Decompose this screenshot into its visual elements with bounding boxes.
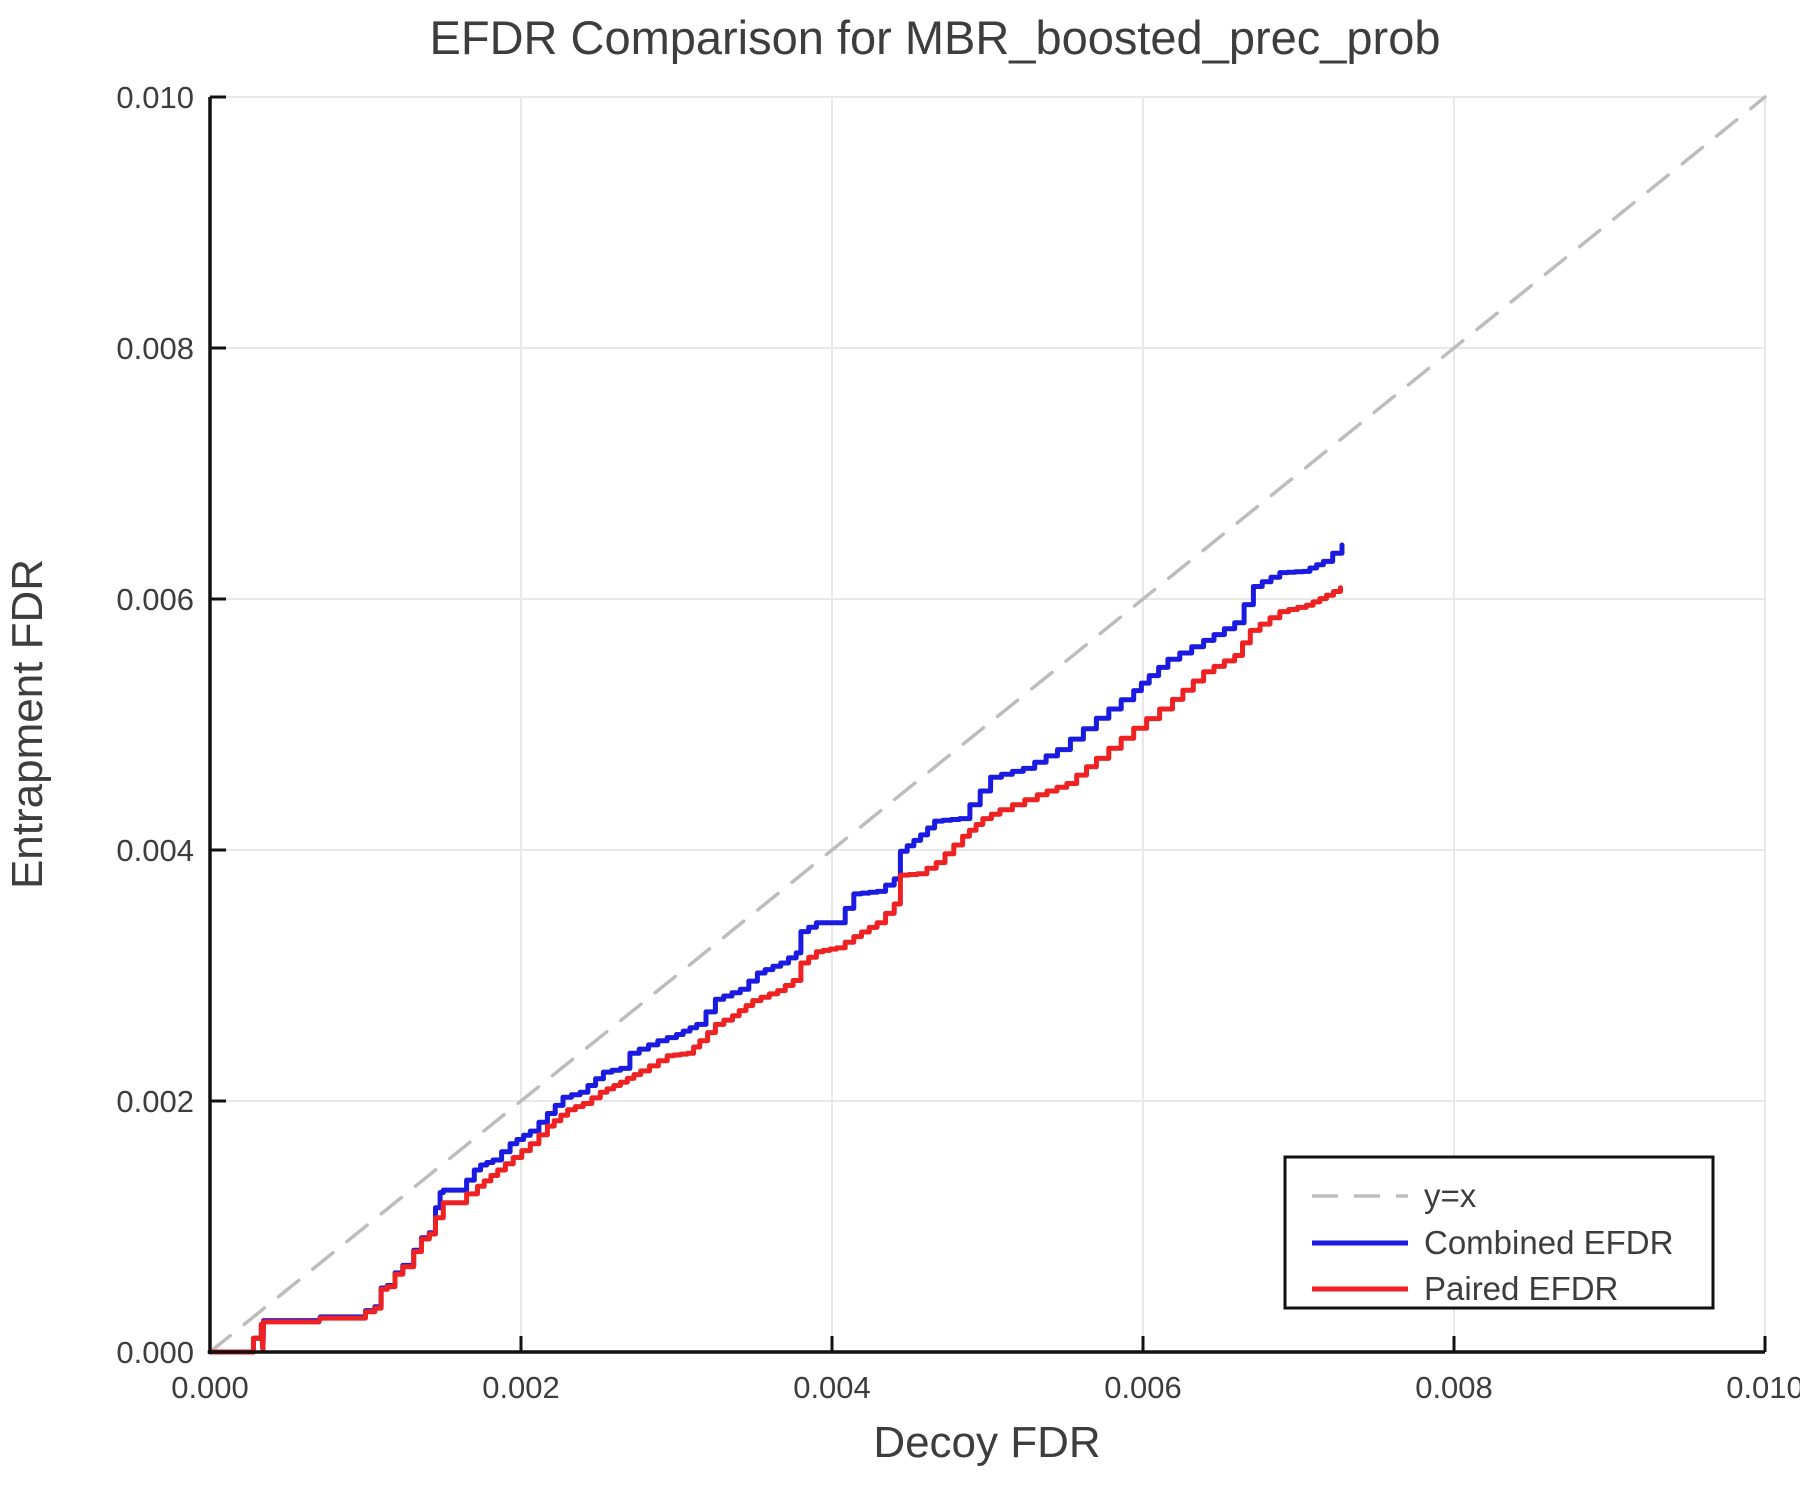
gridlines (210, 96, 1766, 1352)
legend-label-combined: Combined EFDR (1424, 1224, 1673, 1261)
y-x-line (208, 95, 1767, 1354)
x-tick-label: 0.002 (482, 1370, 560, 1405)
x-tick-label: 0.004 (793, 1370, 871, 1405)
x-tick-label: 0.000 (171, 1370, 249, 1405)
tick-labels: 0.000 0.002 0.004 0.006 0.008 0.010 0.000 0.002… (116, 80, 1800, 1405)
combined-efdr-line (207, 542, 1345, 1355)
legend-label-paired: Paired EFDR (1424, 1270, 1618, 1307)
y-tick-label: 0.000 (116, 1335, 194, 1370)
legend-box (1283, 1155, 1715, 1310)
legend: y=x Combined EFDR Paired EFDR (1283, 1155, 1715, 1310)
y-tick-label: 0.008 (116, 331, 194, 366)
paired-efdr-line (207, 585, 1343, 1355)
y-tick-label: 0.002 (116, 1084, 194, 1119)
axes (208, 95, 1767, 1354)
x-tick-label: 0.008 (1415, 1370, 1493, 1405)
y-axis-label: Entrapment FDR (3, 559, 52, 889)
legend-label-identity: y=x (1424, 1177, 1477, 1214)
chart-title: EFDR Comparison for MBR_boosted_prec_pro… (430, 11, 1441, 64)
y-tick-label: 0.004 (116, 833, 194, 868)
series-lines (207, 95, 1767, 1355)
y-tick-label: 0.006 (116, 582, 194, 617)
y-tick-label: 0.010 (116, 80, 194, 115)
x-tick-label: 0.010 (1726, 1370, 1800, 1405)
x-axis-label: Decoy FDR (873, 1418, 1100, 1467)
x-tick-label: 0.006 (1104, 1370, 1182, 1405)
